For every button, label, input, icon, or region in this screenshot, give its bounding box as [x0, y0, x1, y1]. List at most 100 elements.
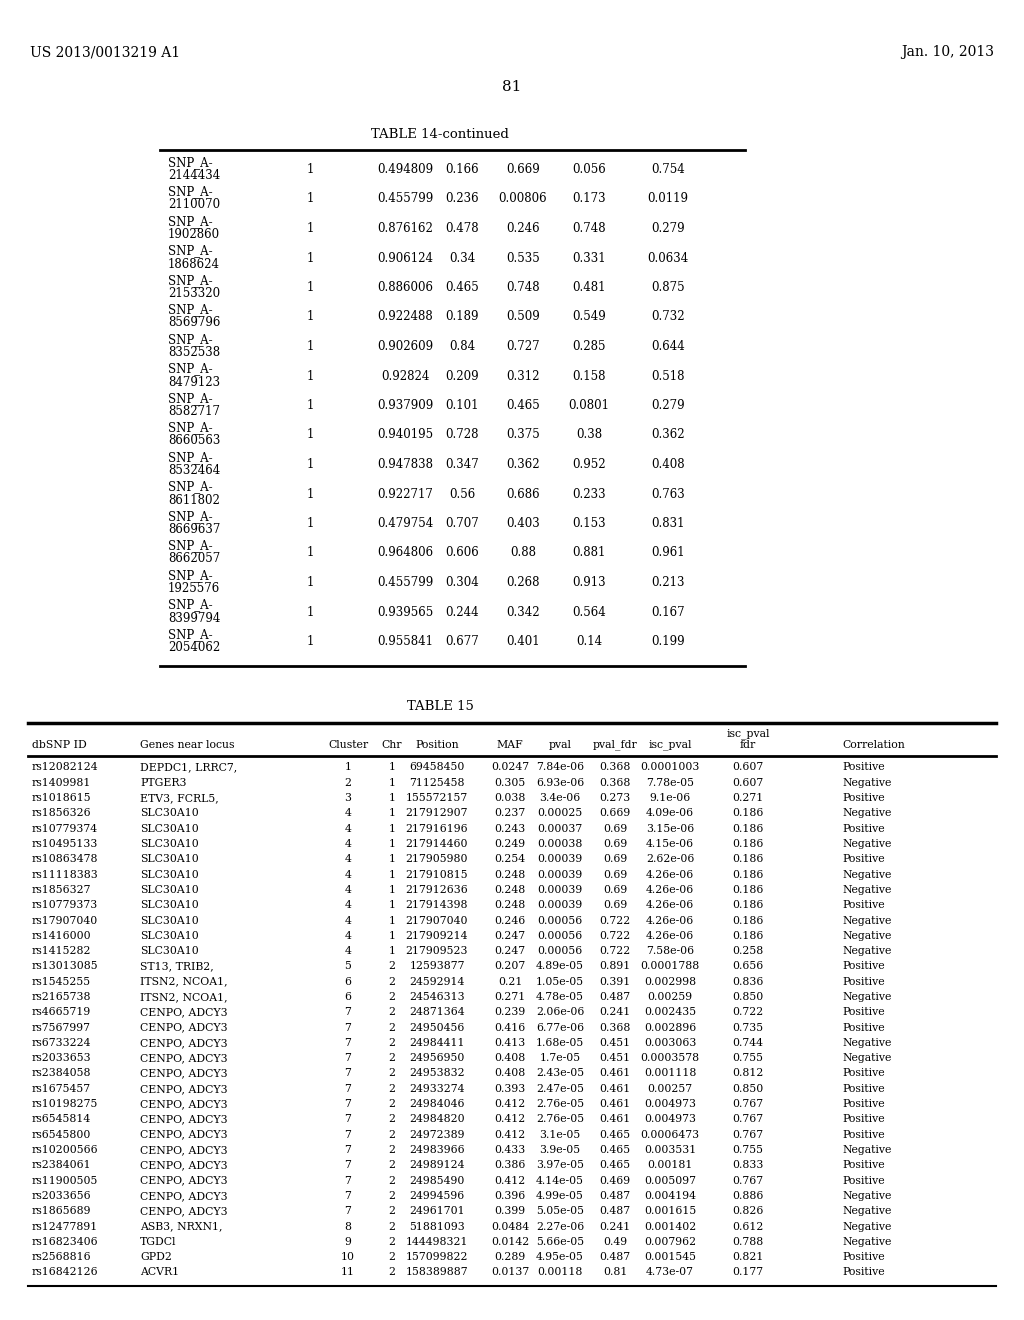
Text: SNP_A-: SNP_A-: [168, 480, 213, 494]
Text: 0.244: 0.244: [445, 606, 479, 619]
Text: 24984411: 24984411: [410, 1038, 465, 1048]
Text: 0.00037: 0.00037: [538, 824, 583, 834]
Text: Positive: Positive: [842, 961, 885, 972]
Text: 0.767: 0.767: [732, 1130, 764, 1139]
Text: 0.728: 0.728: [445, 429, 479, 441]
Text: ACVR1: ACVR1: [140, 1267, 179, 1278]
Text: rs10779374: rs10779374: [32, 824, 98, 834]
Text: 0.722: 0.722: [599, 946, 631, 956]
Text: 0.487: 0.487: [599, 993, 631, 1002]
Text: 1: 1: [306, 399, 313, 412]
Text: rs1018615: rs1018615: [32, 793, 91, 803]
Text: 2054062: 2054062: [168, 642, 220, 653]
Text: 0.173: 0.173: [572, 193, 606, 206]
Text: rs13013085: rs13013085: [32, 961, 98, 972]
Text: 0.00039: 0.00039: [538, 884, 583, 895]
Text: 0.001545: 0.001545: [644, 1253, 696, 1262]
Text: 0.669: 0.669: [599, 808, 631, 818]
Text: 0.465: 0.465: [506, 399, 540, 412]
Text: US 2013/0013219 A1: US 2013/0013219 A1: [30, 45, 180, 59]
Text: 4.26e-06: 4.26e-06: [646, 884, 694, 895]
Text: 1: 1: [306, 546, 313, 560]
Text: Negative: Negative: [842, 931, 891, 941]
Text: 0.34: 0.34: [449, 252, 475, 264]
Text: 0.413: 0.413: [495, 1038, 525, 1048]
Text: 24961701: 24961701: [410, 1206, 465, 1216]
Text: 0.247: 0.247: [495, 931, 525, 941]
Text: 0.00181: 0.00181: [647, 1160, 692, 1171]
Text: 69458450: 69458450: [410, 763, 465, 772]
Text: 1: 1: [388, 931, 395, 941]
Text: 51881093: 51881093: [410, 1221, 465, 1232]
Text: SNP_A-: SNP_A-: [168, 363, 213, 375]
Text: rs7567997: rs7567997: [32, 1023, 91, 1032]
Text: 0.166: 0.166: [445, 162, 479, 176]
Text: rs10779373: rs10779373: [32, 900, 98, 911]
Text: rs1675457: rs1675457: [32, 1084, 91, 1094]
Text: 0.767: 0.767: [732, 1176, 764, 1185]
Text: 1925576: 1925576: [168, 582, 220, 595]
Text: 3.1e-05: 3.1e-05: [540, 1130, 581, 1139]
Text: rs2033656: rs2033656: [32, 1191, 91, 1201]
Text: rs17907040: rs17907040: [32, 916, 98, 925]
Text: 0.727: 0.727: [506, 341, 540, 352]
Text: 0.241: 0.241: [599, 1221, 631, 1232]
Text: 217912636: 217912636: [406, 884, 468, 895]
Text: 0.465: 0.465: [445, 281, 479, 294]
Text: 0.755: 0.755: [732, 1144, 764, 1155]
Text: 0.246: 0.246: [506, 222, 540, 235]
Text: 0.509: 0.509: [506, 310, 540, 323]
Text: 24984046: 24984046: [410, 1100, 465, 1109]
Text: 4.15e-06: 4.15e-06: [646, 840, 694, 849]
Text: 0.88: 0.88: [510, 546, 536, 560]
Text: 0.285: 0.285: [572, 341, 606, 352]
Text: 2.27e-06: 2.27e-06: [536, 1221, 584, 1232]
Text: 1: 1: [388, 777, 395, 788]
Text: 0.0247: 0.0247: [490, 763, 529, 772]
Text: SNP_A-: SNP_A-: [168, 244, 213, 257]
Text: 3.9e-05: 3.9e-05: [540, 1144, 581, 1155]
Text: 4: 4: [344, 824, 351, 834]
Text: rs1865689: rs1865689: [32, 1206, 91, 1216]
Text: CENPO, ADCY3: CENPO, ADCY3: [140, 1068, 227, 1078]
Text: pval_fdr: pval_fdr: [593, 739, 637, 750]
Text: 0.433: 0.433: [495, 1144, 525, 1155]
Text: 217907040: 217907040: [406, 916, 468, 925]
Text: 0.518: 0.518: [651, 370, 685, 383]
Text: 0.271: 0.271: [495, 993, 525, 1002]
Text: 0.21: 0.21: [498, 977, 522, 987]
Text: 0.001402: 0.001402: [644, 1221, 696, 1232]
Text: 10: 10: [341, 1253, 355, 1262]
Text: 0.0006473: 0.0006473: [640, 1130, 699, 1139]
Text: 2: 2: [388, 1267, 395, 1278]
Text: Positive: Positive: [842, 1267, 885, 1278]
Text: 0.939565: 0.939565: [377, 606, 433, 619]
Text: GPD2: GPD2: [140, 1253, 172, 1262]
Text: 0.00038: 0.00038: [538, 840, 583, 849]
Text: rs10495133: rs10495133: [32, 840, 98, 849]
Text: 24871364: 24871364: [410, 1007, 465, 1018]
Text: 0.362: 0.362: [506, 458, 540, 471]
Text: 0.237: 0.237: [495, 808, 525, 818]
Text: 0.273: 0.273: [599, 793, 631, 803]
Text: 1868624: 1868624: [168, 257, 220, 271]
Text: 0.707: 0.707: [445, 517, 479, 531]
Text: 7: 7: [344, 1084, 351, 1094]
Text: rs6545814: rs6545814: [32, 1114, 91, 1125]
Text: 0.922488: 0.922488: [377, 310, 433, 323]
Text: 2: 2: [388, 1084, 395, 1094]
Text: 1: 1: [306, 281, 313, 294]
Text: 0.722: 0.722: [599, 916, 631, 925]
Text: 2: 2: [388, 1038, 395, 1048]
Text: 0.002896: 0.002896: [644, 1023, 696, 1032]
Text: 8569796: 8569796: [168, 317, 220, 330]
Text: 2: 2: [388, 1160, 395, 1171]
Text: 0.964806: 0.964806: [377, 546, 433, 560]
Text: 0.744: 0.744: [732, 1038, 764, 1048]
Text: 0.001615: 0.001615: [644, 1206, 696, 1216]
Text: 0.14: 0.14: [575, 635, 602, 648]
Text: SLC30A10: SLC30A10: [140, 840, 199, 849]
Text: 0.331: 0.331: [572, 252, 606, 264]
Text: 0.961: 0.961: [651, 546, 685, 560]
Text: 0.412: 0.412: [495, 1100, 525, 1109]
